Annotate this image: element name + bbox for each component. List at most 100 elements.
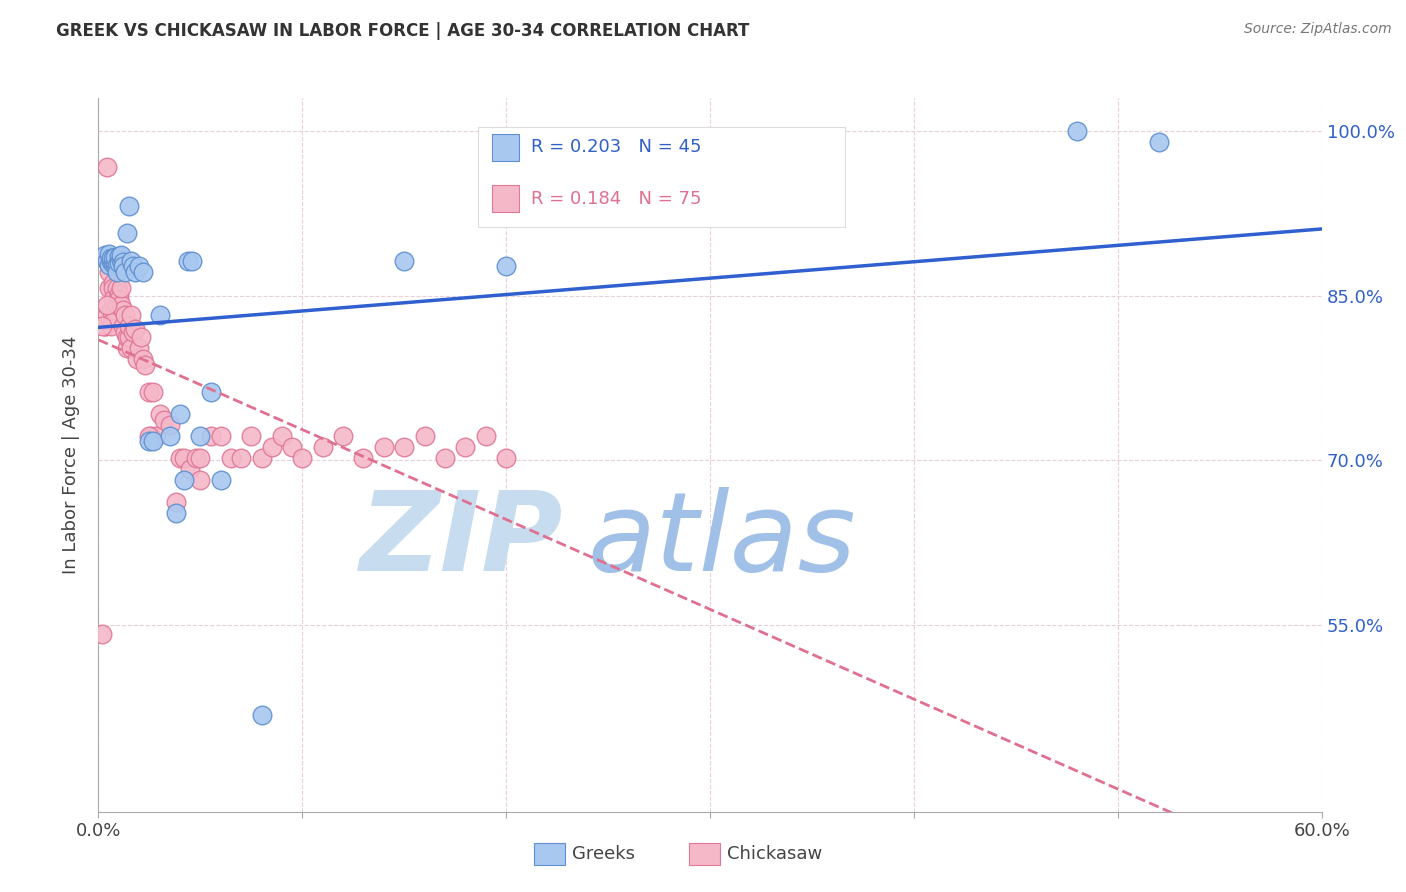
Text: Greeks: Greeks <box>572 845 636 863</box>
Point <box>115 330 138 344</box>
Point <box>142 434 165 448</box>
Point <box>100 253 122 268</box>
Point <box>173 473 195 487</box>
Point <box>118 199 141 213</box>
Point <box>392 440 416 454</box>
Point <box>110 248 132 262</box>
Point <box>141 429 163 443</box>
Point <box>129 330 152 344</box>
Point <box>104 303 127 318</box>
Point <box>138 385 160 400</box>
Point <box>159 418 181 433</box>
Point <box>181 253 204 268</box>
Point <box>110 281 132 295</box>
Point <box>495 259 517 273</box>
Point <box>332 429 354 443</box>
Point <box>105 281 128 295</box>
Point <box>250 708 273 723</box>
Point <box>96 297 118 311</box>
Point <box>474 429 498 443</box>
Point <box>179 462 201 476</box>
Point <box>111 303 134 318</box>
Point <box>142 385 165 400</box>
Point <box>104 254 127 268</box>
Text: atlas: atlas <box>588 487 856 594</box>
Point <box>127 352 149 367</box>
Point <box>115 342 138 356</box>
Point <box>434 451 457 466</box>
Point <box>145 429 167 443</box>
Point <box>108 292 131 306</box>
Point <box>120 309 142 323</box>
Point <box>392 253 416 268</box>
Point <box>200 385 222 400</box>
Point <box>105 258 128 272</box>
Point <box>291 451 314 466</box>
Point <box>219 451 242 466</box>
Point <box>104 250 127 264</box>
Point <box>96 309 118 323</box>
Point <box>165 495 187 509</box>
Point <box>114 264 136 278</box>
Point <box>177 253 200 268</box>
Point <box>110 297 132 311</box>
Point <box>200 429 222 443</box>
Point <box>124 321 146 335</box>
Point <box>132 264 155 278</box>
Point <box>104 310 127 325</box>
Point <box>188 429 212 443</box>
Point <box>100 319 122 334</box>
Point <box>1066 124 1088 138</box>
Point <box>110 252 132 267</box>
Point <box>165 506 187 520</box>
Point <box>186 451 208 466</box>
Point <box>138 434 160 448</box>
Point <box>250 451 273 466</box>
Point <box>173 451 195 466</box>
Text: R = 0.184   N = 75: R = 0.184 N = 75 <box>531 190 702 208</box>
Point <box>101 256 124 270</box>
Point <box>108 286 131 301</box>
Point <box>101 276 124 290</box>
Point <box>128 342 150 356</box>
Point <box>115 226 138 240</box>
Point <box>91 627 114 641</box>
Point <box>101 281 124 295</box>
Point <box>149 407 172 421</box>
Point <box>101 252 124 266</box>
Text: GREEK VS CHICKASAW IN LABOR FORCE | AGE 30-34 CORRELATION CHART: GREEK VS CHICKASAW IN LABOR FORCE | AGE … <box>56 22 749 40</box>
Point <box>169 407 191 421</box>
Point <box>260 440 283 454</box>
Point <box>188 451 212 466</box>
Point <box>312 440 335 454</box>
Point <box>97 258 120 272</box>
Point <box>111 259 134 273</box>
Point <box>413 429 436 443</box>
Point <box>454 440 477 454</box>
Point <box>91 319 114 334</box>
Point <box>100 253 122 268</box>
Point <box>352 451 374 466</box>
Point <box>124 264 146 278</box>
Point <box>209 473 232 487</box>
Point <box>209 429 232 443</box>
Point <box>270 429 294 443</box>
Point <box>240 429 263 443</box>
Point <box>169 451 191 466</box>
Point <box>93 319 115 334</box>
Text: Source: ZipAtlas.com: Source: ZipAtlas.com <box>1244 22 1392 37</box>
Text: Chickasaw: Chickasaw <box>727 845 823 863</box>
Point <box>96 253 118 268</box>
Point <box>108 256 131 270</box>
Text: R = 0.203   N = 45: R = 0.203 N = 45 <box>531 138 702 156</box>
FancyBboxPatch shape <box>478 127 845 227</box>
Point <box>118 319 141 334</box>
Point <box>120 253 142 268</box>
Point <box>97 281 120 295</box>
Point <box>96 161 118 175</box>
Point <box>138 429 160 443</box>
Point <box>104 259 127 273</box>
Point <box>132 352 155 367</box>
Point <box>495 451 517 466</box>
Point <box>108 249 131 263</box>
